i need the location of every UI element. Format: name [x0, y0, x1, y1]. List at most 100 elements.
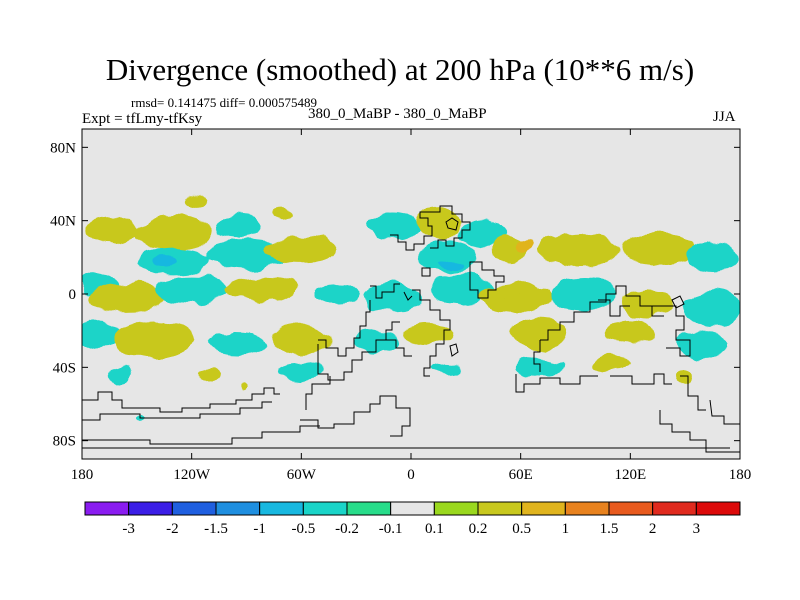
field-patch [352, 330, 397, 353]
colorbar-label: 2 [649, 521, 657, 537]
colorbar-label: 1 [562, 521, 570, 537]
field-patch [268, 209, 291, 221]
field-patch [677, 330, 730, 361]
coastline-antarctic-ice [305, 376, 331, 410]
coastline-europe-africa [370, 283, 400, 299]
field-patch [151, 255, 178, 267]
field-patch [683, 290, 740, 327]
coastline-arabia [515, 374, 598, 393]
field-patch [621, 231, 695, 265]
colorbar-boxes [84, 501, 741, 516]
coastline-new-zealand [680, 375, 706, 411]
field-patch [434, 361, 461, 373]
field-patch [604, 317, 656, 344]
field-patch [217, 215, 262, 238]
coastline-caribbean [469, 261, 505, 299]
colorbar-label: 1.5 [600, 521, 619, 537]
coastline-southeast-asia [598, 299, 630, 317]
field-patch [403, 323, 455, 346]
colorbar-box [215, 501, 261, 516]
field-patch [85, 217, 137, 243]
chart-title: Divergence (smoothed) at 200 hPa (10**6 … [105, 52, 695, 87]
coastline-north-america [390, 205, 471, 251]
field-patch [504, 294, 538, 305]
coastline-antarctic-peninsula [82, 401, 272, 421]
field-patch [573, 248, 600, 260]
field-patch [91, 283, 165, 313]
colorbar-box [564, 501, 610, 516]
field-patch [107, 365, 130, 384]
colorbar-box [84, 501, 130, 516]
colorbar-label: -2 [166, 521, 179, 537]
colorbar-label: 3 [693, 521, 701, 537]
field-patch [367, 211, 419, 241]
coastline-canada-east [445, 217, 459, 231]
colorbar-box [259, 501, 304, 516]
field-patch [155, 275, 229, 306]
field-patch [279, 361, 324, 381]
coastline-australia [610, 373, 672, 385]
field-patch [82, 319, 123, 349]
colorbar-box [695, 501, 741, 516]
colorbar-label: 0.2 [469, 521, 488, 537]
colorbar-box [390, 501, 435, 516]
x-tick-label: 60E [509, 467, 533, 483]
coastline-madagascar [449, 343, 459, 357]
season-label: JJA [713, 109, 736, 125]
x-tick-label: 120E [614, 467, 646, 483]
coastline-philippines [671, 295, 685, 309]
x-tick-label: 120W [173, 467, 211, 483]
field-patch [416, 209, 461, 239]
field-patch [438, 259, 465, 271]
field-patch [198, 367, 221, 382]
colorbar-label: -0.1 [379, 521, 403, 537]
coastline-antarctic-west [82, 387, 280, 413]
x-tick-label: 180 [71, 467, 94, 483]
colorbar-label: -1.5 [204, 521, 228, 537]
colorbar-label: -0.5 [291, 521, 315, 537]
field-patch [304, 242, 335, 254]
colorbar-label: 0.5 [512, 521, 531, 537]
colorbar-label: -3 [122, 521, 135, 537]
y-axis: 80N 40N 0 40S 80S [50, 140, 740, 450]
field-patch [208, 332, 267, 355]
field-layer [82, 196, 740, 422]
colorbar-label: -1 [253, 521, 266, 537]
field-patch [135, 415, 146, 422]
coastline-cape [403, 291, 413, 301]
x-tick-label: 60W [287, 467, 317, 483]
field-patch [241, 284, 271, 296]
y-tick-label: 40N [50, 214, 76, 230]
y-tick-label: 0 [69, 287, 77, 303]
colorbar-labels: -3 -2 -1.5 -1 -0.5 -0.2 -0.1 0.1 0.2 0.5 1 1.5 2 3 [122, 521, 700, 537]
colorbar-box [171, 501, 217, 516]
coastline-weddell [300, 395, 411, 437]
field-patch [458, 220, 510, 247]
coastline-africa-south [386, 339, 412, 357]
colorbar-box [433, 501, 479, 516]
field-patch [363, 283, 422, 313]
field-patch [160, 228, 194, 243]
colorbar-box [652, 501, 697, 516]
coastlines [82, 205, 740, 453]
colorbar-box [128, 501, 173, 516]
field-patch [593, 356, 631, 371]
colorbar-box [477, 501, 523, 516]
colorbar-box [346, 501, 392, 516]
y-tick-label: 80S [53, 434, 76, 450]
field-patch [290, 338, 313, 349]
field-patch [623, 290, 675, 316]
y-tick-label: 40S [53, 360, 76, 376]
coastline-indonesia [652, 305, 691, 357]
field-patch [515, 237, 534, 252]
stats-label: rmsd= 0.141475 diff= 0.000575489 [131, 95, 317, 110]
field-patch [676, 371, 695, 386]
coastline-asia-south [540, 285, 664, 341]
coastline-africa-west [318, 300, 371, 357]
experiment-label: Expt = tfLmy-tfKsy [82, 111, 203, 127]
coastline-india [533, 340, 541, 372]
field-patch [686, 242, 739, 272]
x-tick-label: 180 [729, 467, 752, 483]
